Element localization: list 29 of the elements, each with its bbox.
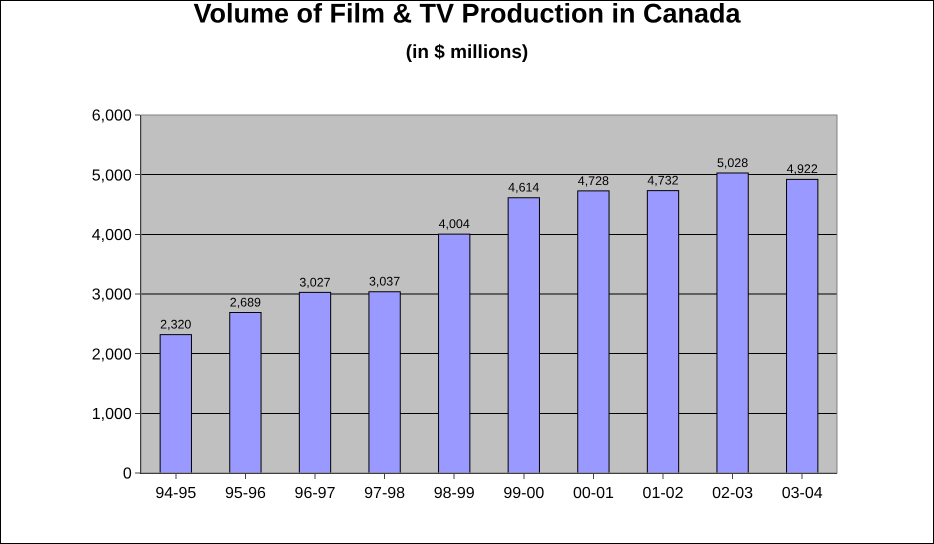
data-label: 2,689 [230,295,262,310]
data-label: 4,922 [786,162,818,176]
y-tick-label: 4,000 [92,226,132,244]
data-label: 4,614 [508,180,540,195]
data-label: 4,732 [647,174,679,188]
data-label: 4,004 [438,216,470,231]
x-tick-label: 97-98 [364,485,406,502]
chart-title: Volume of Film & TV Production in Canada [193,0,742,29]
x-tick-label: 95-96 [224,485,266,502]
x-tick-label: 98-99 [434,485,475,502]
data-label: 3,037 [368,274,400,289]
x-tick-label: 00-01 [572,485,614,502]
data-label: 5,028 [716,156,748,170]
chart-subtitle: (in $ millions) [406,42,528,63]
y-tick-label: 6,000 [92,108,132,125]
y-tick-label: 3,000 [92,286,132,304]
y-tick-label: 5,000 [92,167,132,184]
x-tick-label: 02-03 [712,485,754,502]
data-label: 3,027 [299,275,331,290]
x-tick-label: 96-97 [294,485,336,502]
y-tick-label: 2,000 [92,346,132,364]
data-label: 4,728 [578,174,610,188]
data-label: 2,320 [160,317,192,332]
x-tick-label: 99-00 [503,485,544,502]
y-tick-label: 1,000 [92,406,132,423]
x-tick-label: 03-04 [782,485,823,502]
x-tick-label: 94-95 [155,485,196,502]
y-tick-label: 0 [122,466,132,483]
x-tick-label: 01-02 [642,485,684,502]
